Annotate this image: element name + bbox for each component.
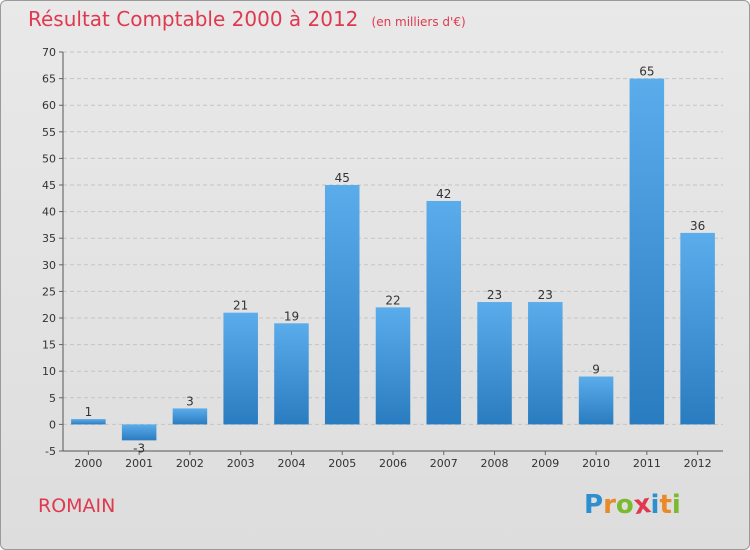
chart-title: Résultat Comptable 2000 à 2012	[28, 7, 359, 31]
y-tick-label: 35	[42, 232, 56, 245]
x-tick-label: 2012	[684, 457, 712, 470]
x-tick-label: 2008	[481, 457, 509, 470]
logo-letter: i	[671, 490, 681, 520]
data-label: 22	[385, 293, 400, 307]
y-tick-label: 25	[42, 285, 56, 298]
y-tick-label: 40	[42, 206, 56, 219]
y-tick-label: 0	[49, 418, 56, 431]
x-tick-label: 2009	[531, 457, 559, 470]
data-label: 9	[592, 363, 600, 377]
x-tick-label: 2004	[277, 457, 305, 470]
y-tick-label: 65	[42, 73, 56, 86]
y-tick-label: 60	[42, 99, 56, 112]
y-tick-label: 70	[42, 46, 56, 59]
y-tick-label: -5	[45, 445, 56, 458]
bars	[71, 78, 715, 441]
y-tick-label: 55	[42, 126, 56, 139]
bar	[629, 78, 665, 425]
logo-letter: P	[584, 490, 604, 520]
logo-letter: o	[615, 490, 634, 520]
bar	[680, 232, 715, 425]
bar	[477, 302, 512, 425]
y-tick-label: 10	[42, 365, 56, 378]
data-label: 1	[85, 405, 93, 419]
data-label: -3	[133, 441, 145, 455]
data-label: 3	[186, 394, 194, 408]
bar	[426, 200, 462, 425]
bar	[121, 424, 157, 441]
bar	[324, 185, 360, 425]
data-labels: 1 -3 3 21 19 45 22 42 23 23 9 65 36	[85, 65, 706, 456]
bar	[528, 302, 563, 425]
data-label: 42	[436, 187, 451, 201]
proxiti-logo: Proxiti	[584, 488, 681, 522]
x-tick-label: 2007	[430, 457, 458, 470]
logo-letter: r	[603, 490, 616, 520]
bar	[172, 408, 208, 425]
bar	[375, 307, 411, 425]
x-tick-label: 2001	[125, 457, 153, 470]
logo-letter: t	[659, 490, 672, 520]
data-label: 36	[690, 219, 705, 233]
data-label: 23	[538, 288, 553, 302]
data-label: 21	[233, 299, 248, 313]
y-tick-label: 5	[49, 392, 56, 405]
data-label: 45	[335, 171, 350, 185]
x-tick-label: 2006	[379, 457, 407, 470]
x-tick-label: 2010	[582, 457, 610, 470]
bar	[71, 419, 106, 425]
data-label: 23	[487, 288, 502, 302]
y-tick-label: 45	[42, 179, 56, 192]
y-tick-label: 50	[42, 152, 56, 165]
data-label: 19	[284, 309, 299, 323]
bar	[274, 323, 309, 425]
x-tick-label: 2002	[176, 457, 204, 470]
x-tick-label: 2011	[633, 457, 661, 470]
y-tick-label: 20	[42, 312, 56, 325]
x-tick-label: 2000	[74, 457, 102, 470]
chart-unit: (en milliers d'€)	[371, 15, 466, 29]
bar	[223, 312, 258, 425]
chart-header: Résultat Comptable 2000 à 2012 (en milli…	[28, 7, 466, 31]
data-label: 65	[639, 65, 654, 79]
logo-letter: x	[631, 488, 653, 522]
logo-letter: i	[650, 490, 660, 520]
y-tick-label: 30	[42, 259, 56, 272]
commune-name: ROMAIN	[38, 495, 116, 517]
axes: -5 0 5 10 15 20 25 30 35 40 45 50 55 60 65 70 2000 2001 20…	[42, 46, 723, 470]
y-tick-label: 15	[42, 339, 56, 352]
x-tick-label: 2003	[227, 457, 255, 470]
x-tick-label: 2005	[328, 457, 356, 470]
bar	[578, 376, 614, 425]
